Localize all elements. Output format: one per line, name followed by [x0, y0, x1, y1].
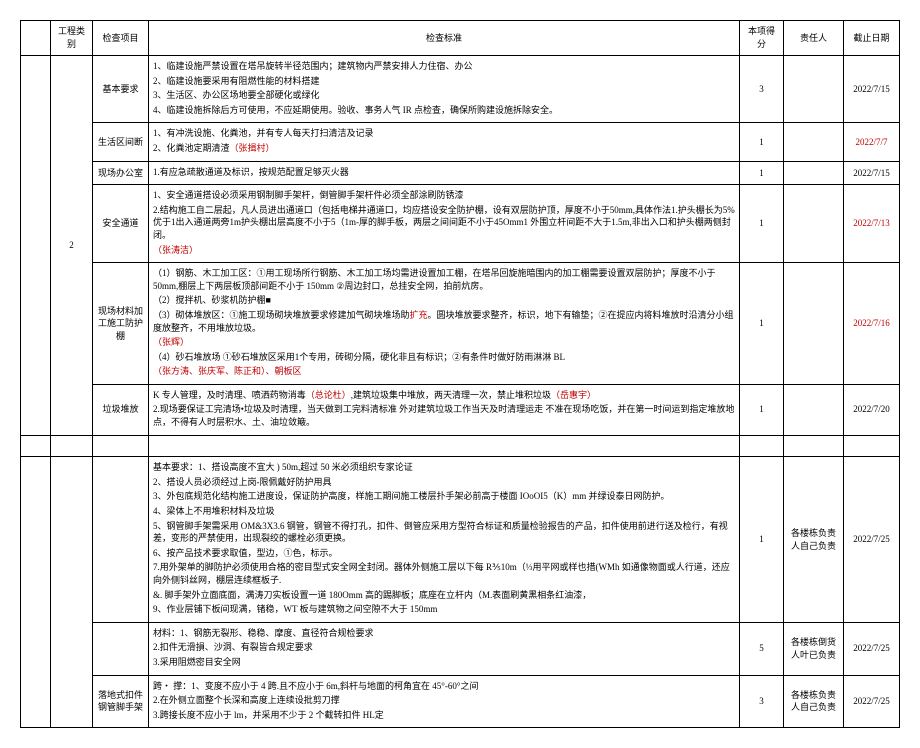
- responsible-cell: [784, 263, 844, 385]
- table-row: 2基本要求1、临建设施严禁设置在塔吊旋转半径范围内；建筑物内严禁安排人力住宿、办…: [21, 56, 900, 123]
- table-row: 材料：1、钢筋无裂形、稳稳、摩度、直径符合规检要求2.扣件无滑損、沙洞、有裂皆合…: [21, 622, 900, 675]
- responsible-cell: 各楼栋倒货人叶已负责: [784, 622, 844, 675]
- score-cell: 1: [740, 384, 784, 435]
- score-cell: 1: [740, 263, 784, 385]
- standard-cell: 材料：1、钢筋无裂形、稳稳、摩度、直径符合规检要求2.扣件无滑損、沙洞、有裂皆合…: [149, 622, 740, 675]
- inspection-table: 工程类别 检查项目 检查标准 本项得分 责任人 截止日期 2基本要求1、临建设施…: [20, 20, 900, 728]
- header-col4: 检查标准: [149, 21, 740, 56]
- standard-cell: 1.有应急疏散通道及标识，按规范配置足够灭火器: [149, 161, 740, 185]
- category-cell: [21, 56, 51, 436]
- date-cell: 2022/7/20: [844, 384, 900, 435]
- score-cell: 1: [740, 185, 784, 263]
- header-col3: 检查项目: [93, 21, 149, 56]
- date-cell: 2022/7/25: [844, 675, 900, 728]
- header-col1: [21, 21, 51, 56]
- date-cell: 2022/7/25: [844, 457, 900, 623]
- score-cell: 1: [740, 161, 784, 185]
- header-col6: 责任人: [784, 21, 844, 56]
- responsible-cell: [784, 384, 844, 435]
- project-type-cell: 2: [51, 56, 93, 436]
- responsible-cell: 各楼栋负责人自己负责: [784, 457, 844, 623]
- date-cell: 2022/7/16: [844, 263, 900, 385]
- table-row: 生活区间断1、有冲洗设施、化粪池，并有专人每天打扫清洁及记录2、化粪池定期清渣（…: [21, 123, 900, 161]
- date-cell: 2022/7/13: [844, 185, 900, 263]
- responsible-cell: [784, 56, 844, 123]
- standard-cell: 跨・ 撑：1、变度不应小于 4 跨.且不应小于 6m,斜杆与地面的柯角宜在 45…: [149, 675, 740, 728]
- table-row: 垃圾堆放K 专人管理，及时清理、喷洒药物消毒（总论杜）,建筑垃圾集中堆放，两天清…: [21, 384, 900, 435]
- score-cell: 5: [740, 622, 784, 675]
- item-cell: 垃圾堆放: [93, 384, 149, 435]
- category-cell: [21, 457, 51, 728]
- header-col2: 工程类别: [51, 21, 93, 56]
- table-row: 安全通道1、安全通道搭设必须采用钢制脚手架杆，倒管脚手架杆件必须全部涂刷防锈漆2…: [21, 185, 900, 263]
- responsible-cell: [784, 123, 844, 161]
- date-cell: 2022/7/15: [844, 56, 900, 123]
- item-cell: 安全通道: [93, 185, 149, 263]
- standard-cell: 基本要求：1、搭设高度不宜大 ) 50m,超过 50 米必须组织专家论证2、搭设…: [149, 457, 740, 623]
- score-cell: 3: [740, 56, 784, 123]
- responsible-cell: 各楼栋负责人自己负责: [784, 675, 844, 728]
- date-cell: 2022/7/7: [844, 123, 900, 161]
- score-cell: 3: [740, 675, 784, 728]
- responsible-cell: [784, 161, 844, 185]
- standard-cell: （1）钢筋、木工加工区：①用工现场所行钢筋、木工加工场均需进设置加工棚，在塔吊回…: [149, 263, 740, 385]
- score-cell: 1: [740, 457, 784, 623]
- standard-cell: 1、安全通道搭设必须采用钢制脚手架杆，倒管脚手架杆件必须全部涂刷防锈漆2.结构施…: [149, 185, 740, 263]
- item-cell: 现场办公室: [93, 161, 149, 185]
- separator-row: [21, 435, 900, 457]
- date-cell: 2022/7/15: [844, 161, 900, 185]
- table-row: 现场办公室1.有应急疏散通道及标识，按规范配置足够灭火器1 2022/7/15: [21, 161, 900, 185]
- item-cell: 生活区间断: [93, 123, 149, 161]
- table-row: 基本要求：1、搭设高度不宜大 ) 50m,超过 50 米必须组织专家论证2、搭设…: [21, 457, 900, 623]
- header-col7: 截止日期: [844, 21, 900, 56]
- score-cell: 1: [740, 123, 784, 161]
- item-cell: 现场材料加工施工防护棚: [93, 263, 149, 385]
- item-cell: [93, 457, 149, 623]
- item-cell: [93, 622, 149, 675]
- standard-cell: K 专人管理，及时清理、喷洒药物消毒（总论杜）,建筑垃圾集中堆放，两天清理一次，…: [149, 384, 740, 435]
- date-cell: 2022/7/25: [844, 622, 900, 675]
- responsible-cell: [784, 185, 844, 263]
- header-col5: 本项得分: [740, 21, 784, 56]
- table-header: 工程类别 检查项目 检查标准 本项得分 责任人 截止日期: [21, 21, 900, 56]
- table-row: 落地式扣件钢管脚手架跨・ 撑：1、变度不应小于 4 跨.且不应小于 6m,斜杆与…: [21, 675, 900, 728]
- table-row: 现场材料加工施工防护棚（1）钢筋、木工加工区：①用工现场所行钢筋、木工加工场均需…: [21, 263, 900, 385]
- item-cell: 基本要求: [93, 56, 149, 123]
- item-cell: 落地式扣件钢管脚手架: [93, 675, 149, 728]
- project-type-cell: [51, 457, 93, 728]
- standard-cell: 1、临建设施严禁设置在塔吊旋转半径范围内；建筑物内严禁安排人力住宿、办公2、临建…: [149, 56, 740, 123]
- standard-cell: 1、有冲洗设施、化粪池，并有专人每天打扫清洁及记录2、化粪池定期清渣（张揖村）: [149, 123, 740, 161]
